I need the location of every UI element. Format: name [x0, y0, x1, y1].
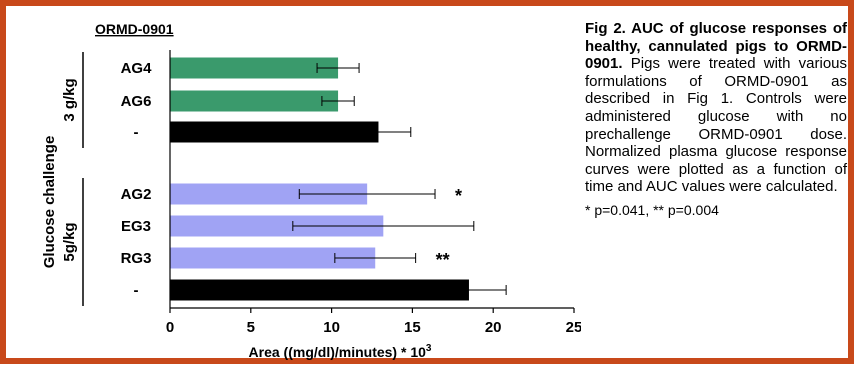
x-tick-label: 0 — [166, 319, 174, 336]
bar-eg3-4 — [170, 215, 384, 237]
x-tick-labels: 0 5 10 15 20 25 — [166, 319, 581, 336]
category-label: AG6 — [121, 93, 152, 110]
bar-chart: ORMD-0901 Glucose challenge 3 g/kg5g/kg … — [41, 21, 581, 360]
figure-caption: Fig 2. AUC of glucose responses of healt… — [585, 20, 847, 220]
significance-markers: *** — [436, 186, 462, 270]
significance-note: * p=0.041, ** p=0.004 — [585, 201, 719, 218]
bar-ag2-3 — [170, 183, 368, 205]
x-tick-label: 15 — [404, 319, 421, 336]
group-labels: 3 g/kg 5g/kg — [61, 52, 84, 306]
category-label: RG3 — [121, 250, 152, 267]
bar-control-2 — [170, 121, 379, 143]
bar-ag4-0 — [170, 57, 339, 79]
x-tick-label: 25 — [566, 319, 581, 336]
category-label: EG3 — [121, 218, 151, 235]
x-axis-label-superscript: 3 — [426, 343, 432, 354]
y-axis-label: Glucose challenge — [41, 136, 58, 269]
bar-control-6 — [170, 279, 469, 301]
bar-rg3-5 — [170, 247, 376, 269]
x-axis-label-main: Area ((mg/dl)/minutes) * 10 — [249, 344, 427, 360]
category-label: - — [134, 124, 139, 141]
x-tick-label: 10 — [323, 319, 340, 336]
x-tick-label: 20 — [485, 319, 502, 336]
bar-ag6-1 — [170, 90, 339, 112]
significance-marker: ** — [436, 250, 450, 270]
bars — [170, 57, 507, 301]
category-label: AG2 — [121, 186, 152, 203]
x-tick-label: 5 — [247, 319, 255, 336]
category-labels: AG4 AG6 - AG2 EG3 RG3 - — [121, 60, 153, 299]
caption-title: Fig 2. AUC of glucose responses of healt… — [585, 20, 847, 73]
group-label: 3 g/kg — [61, 78, 78, 121]
x-axis-label: Area ((mg/dl)/minutes) * 103 — [249, 343, 432, 360]
significance-marker: * — [455, 186, 462, 206]
caption-body: Pigs were treated with various formulati… — [585, 55, 848, 196]
category-label: - — [134, 282, 139, 299]
group-label: 5g/kg — [61, 222, 78, 261]
chart-title: ORMD-0901 — [95, 21, 174, 37]
axes — [169, 50, 575, 313]
category-label: AG4 — [121, 60, 153, 77]
